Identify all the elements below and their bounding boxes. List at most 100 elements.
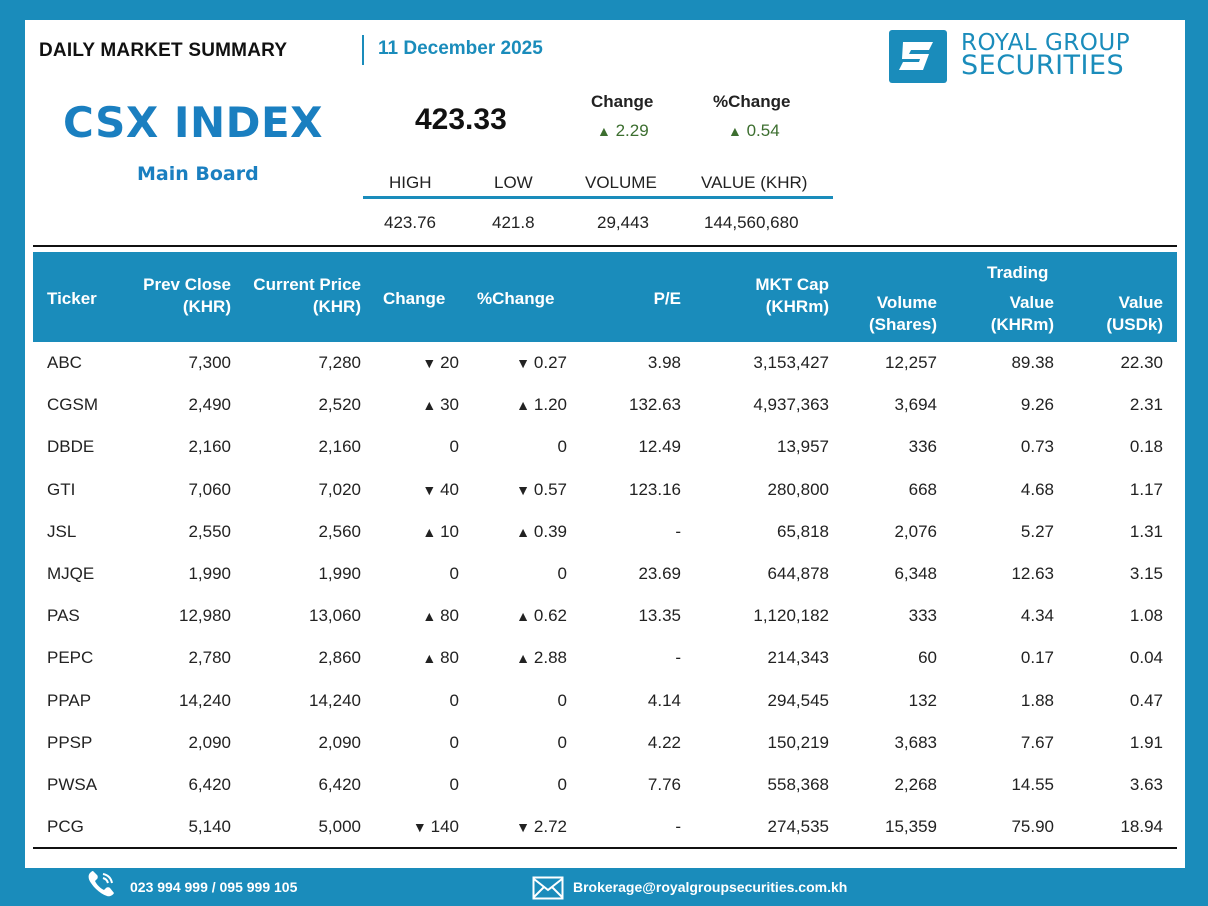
cell-pct: ▼ 0.57 (516, 479, 567, 499)
down-arrow-icon: ▼ (422, 481, 441, 498)
table-header: Ticker Prev Close (KHR) Current Price (K… (33, 252, 1177, 342)
cell-pct: 0 (557, 732, 567, 752)
cell-ticker: PEPC (47, 648, 94, 668)
cell-vol: 336 (908, 437, 937, 457)
cell-vkhr: 14.55 (1011, 775, 1054, 794)
cell-vusd: 0.47 (1129, 690, 1163, 710)
cell-vol: 132 (908, 690, 937, 710)
cell-pct: ▼ 2.72 (516, 817, 567, 837)
cell-pe: 123.16 (629, 479, 681, 499)
cell-prev: 2,160 (188, 437, 231, 457)
cell-pct: ▲ 1.20 (516, 395, 567, 415)
up-arrow-icon: ▲ (728, 123, 742, 139)
cell-vkhr: 4.68 (1020, 479, 1054, 499)
cell-cur: 2,560 (318, 521, 361, 541)
cell-vkhr: 12.63 (1011, 564, 1054, 583)
cell-cur: 2,860 (318, 648, 361, 668)
cell-prev: 12,980 (179, 606, 231, 626)
down-arrow-icon: ▼ (516, 355, 534, 371)
cell-vkhr: 0.73 (1020, 437, 1054, 457)
cell-vol: 2,076 (894, 521, 937, 541)
cell-cur: 14,240 (309, 690, 361, 710)
cell-mkt: 3,153,427 (753, 353, 829, 372)
cell-pct: ▼ 0.27 (516, 353, 567, 372)
cell-prev: 2,090 (188, 732, 231, 752)
summary-card: DAILY MARKET SUMMARY 11 December 2025 RO… (25, 20, 1185, 868)
cell-chg: 0 (449, 437, 459, 457)
logo-mark-icon (889, 30, 947, 83)
cell-vusd: 1.17 (1129, 479, 1163, 499)
cell-vkhr: 4.34 (1020, 606, 1054, 626)
up-arrow-icon: ▲ (597, 123, 611, 139)
stats-underline (363, 196, 833, 199)
report-date: 11 December 2025 (378, 38, 543, 59)
cell-mkt: 280,800 (767, 479, 829, 499)
low-value: 421.8 (492, 213, 535, 232)
table-row: JSL 2,550 2,560 ▲ 10 ▲ 0.39 - 65,818 2,076 5.27 1… (33, 511, 1177, 553)
col-pe: P/E (653, 289, 681, 308)
company-logo: ROYAL GROUP SECURITIES (889, 30, 1159, 84)
cell-ticker: PAS (47, 606, 80, 626)
up-arrow-icon: ▲ (422, 523, 441, 540)
cell-chg: ▲ 80 (422, 648, 459, 668)
cell-mkt: 214,343 (767, 648, 829, 668)
table-row: CGSM 2,490 2,520 ▲ 30 ▲ 1.20 132.63 4,937,363 3… (33, 384, 1177, 426)
up-arrow-icon: ▲ (422, 608, 441, 625)
table-row: PEPC 2,780 2,860 ▲ 80 ▲ 2.88 - 214,343 60 0.17 0.… (33, 637, 1177, 679)
cell-prev: 2,550 (188, 521, 231, 541)
cell-pct: ▲ 0.62 (516, 606, 567, 626)
table-bottom-rule (33, 847, 1177, 849)
table-row: PCG 5,140 5,000 ▼ 140 ▼ 2.72 - 274,535 15,359 75… (33, 806, 1177, 848)
pct-change-label: %Change (713, 92, 791, 111)
up-arrow-icon: ▲ (516, 608, 534, 625)
cell-vusd: 1.08 (1129, 606, 1163, 626)
cell-chg: 0 (449, 775, 459, 794)
up-arrow-icon: ▲ (516, 397, 534, 414)
down-arrow-icon: ▼ (422, 355, 441, 371)
cell-vkhr: 0.17 (1020, 648, 1054, 668)
table-row: PAS 12,980 13,060 ▲ 80 ▲ 0.62 13.35 1,120,182 3… (33, 595, 1177, 637)
cell-prev: 6,420 (188, 775, 231, 794)
cell-vusd: 1.91 (1129, 732, 1163, 752)
cell-cur: 2,090 (318, 732, 361, 752)
cell-vol: 333 (908, 606, 937, 626)
cell-pe: 7.76 (647, 775, 681, 794)
cell-vusd: 0.18 (1129, 437, 1163, 457)
value-label: VALUE (KHR) (701, 173, 808, 192)
cell-chg: 0 (449, 564, 459, 583)
table-row: ABC 7,300 7,280 ▼ 20 ▼ 0.27 3.98 3,153,427 12,2… (33, 342, 1177, 384)
down-arrow-icon: ▼ (412, 819, 431, 836)
col-trading-group: Trading (987, 263, 1049, 282)
cell-mkt: 644,878 (767, 564, 829, 583)
cell-mkt: 65,818 (777, 521, 829, 541)
cell-mkt: 13,957 (777, 437, 829, 457)
table-row: DBDE 2,160 2,160 0 0 12.49 13,957 336 0.73 0.18 (33, 426, 1177, 468)
cell-vol: 15,359 (885, 817, 937, 837)
cell-vusd: 2.31 (1129, 395, 1163, 415)
cell-pe: 13.35 (638, 606, 681, 626)
cell-vol: 3,694 (894, 395, 937, 415)
cell-chg: ▲ 80 (422, 606, 459, 626)
cell-chg: ▼ 140 (412, 817, 459, 837)
cell-vol: 60 (918, 648, 937, 668)
cell-chg: ▼ 20 (422, 353, 459, 372)
high-value: 423.76 (384, 213, 436, 232)
envelope-icon (532, 876, 564, 900)
cell-vusd: 22.30 (1120, 353, 1163, 372)
logo-line-2: SECURITIES (961, 50, 1125, 81)
cell-cur: 2,520 (318, 395, 361, 415)
cell-pe: 4.14 (647, 690, 681, 710)
cell-ticker: JSL (47, 521, 77, 541)
cell-vol: 2,268 (894, 775, 937, 794)
cell-vusd: 3.15 (1129, 564, 1163, 583)
table-row: PPSP 2,090 2,090 0 0 4.22 150,219 3,683 7.67 1.91 (33, 722, 1177, 764)
cell-pe: 3.98 (647, 353, 681, 372)
cell-cur: 6,420 (318, 775, 361, 794)
col-prev-close: Prev Close (KHR) (143, 275, 231, 316)
col-current-price: Current Price (KHR) (253, 275, 361, 316)
footer-email[interactable]: Brokerage@royalgroupsecurities.com.kh (573, 879, 848, 895)
col-value-usd: Value (USDk) (1106, 293, 1163, 334)
report-title: DAILY MARKET SUMMARY (39, 40, 288, 61)
cell-chg: ▼ 40 (422, 479, 459, 499)
cell-vusd: 3.63 (1129, 775, 1163, 794)
